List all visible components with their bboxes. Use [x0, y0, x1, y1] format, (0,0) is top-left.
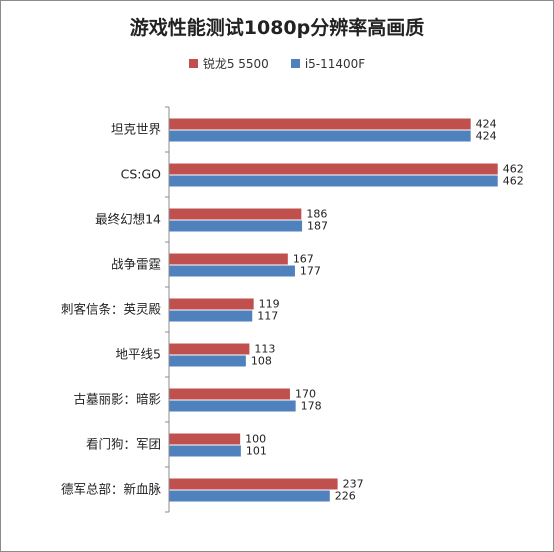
bar-series-2 [169, 130, 471, 142]
bar-value-label: 237 [343, 478, 364, 491]
bar-series-1 [169, 298, 254, 310]
bar-series-1 [169, 478, 338, 490]
bar-series-1 [169, 208, 302, 220]
bar-value-label: 424 [476, 118, 497, 131]
bar-value-label: 462 [503, 175, 524, 188]
chart-title: 游戏性能测试1080p分辨率高画质 [129, 17, 425, 39]
category-label: 德军总部：新血脉 [61, 482, 162, 497]
bar-value-label: 187 [307, 220, 328, 233]
legend-item-series-1: 锐龙5 5500 [188, 55, 269, 72]
bar-series-2 [169, 175, 498, 187]
bar-value-label: 113 [254, 343, 275, 356]
legend: 锐龙5 5500 i5-11400F [1, 55, 553, 72]
bar-series-1 [169, 388, 290, 400]
bar-value-label: 462 [503, 163, 524, 176]
bar-series-2 [169, 265, 295, 277]
bar-series-1 [169, 253, 288, 265]
bar-value-label: 424 [476, 130, 497, 143]
category-label: 古墓丽影：暗影 [73, 392, 161, 407]
bar-value-label: 117 [257, 310, 278, 323]
legend-label-series-1: 锐龙5 5500 [202, 57, 269, 71]
bar-series-2 [169, 355, 246, 367]
legend-label-series-2: i5-11400F [304, 56, 366, 71]
bar-value-label: 186 [306, 208, 327, 221]
category-label: CS:GO [121, 167, 162, 182]
bar-series-1 [169, 163, 498, 175]
bar-series-2 [169, 490, 330, 502]
category-label: 看门狗：军团 [86, 437, 161, 452]
bar-value-label: 226 [335, 490, 356, 503]
legend-swatch-series-2 [290, 59, 300, 68]
bar-value-label: 167 [293, 253, 314, 266]
bar-series-2 [169, 310, 253, 322]
bar-value-label: 101 [246, 445, 267, 458]
category-label: 最终幻想14 [95, 212, 161, 227]
bar-value-label: 170 [295, 388, 316, 401]
bar-series-1 [169, 433, 241, 445]
bar-series-2 [169, 445, 241, 457]
bar-value-label: 177 [300, 265, 321, 278]
bar-series-2 [169, 400, 296, 412]
category-label: 战争雷霆 [111, 257, 161, 272]
legend-swatch-series-1 [188, 59, 198, 68]
legend-item-series-2: i5-11400F [290, 55, 366, 72]
bar-series-1 [169, 118, 471, 130]
bar-value-label: 178 [301, 400, 322, 413]
category-label: 刺客信条：英灵殿 [61, 302, 162, 317]
bar-series-2 [169, 220, 303, 232]
bar-value-label: 119 [259, 298, 280, 311]
bar-value-label: 100 [245, 433, 266, 446]
bar-series-1 [169, 343, 250, 355]
category-label: 地平线5 [116, 347, 161, 362]
bar-value-label: 108 [251, 355, 272, 368]
category-label: 坦克世界 [111, 122, 162, 137]
